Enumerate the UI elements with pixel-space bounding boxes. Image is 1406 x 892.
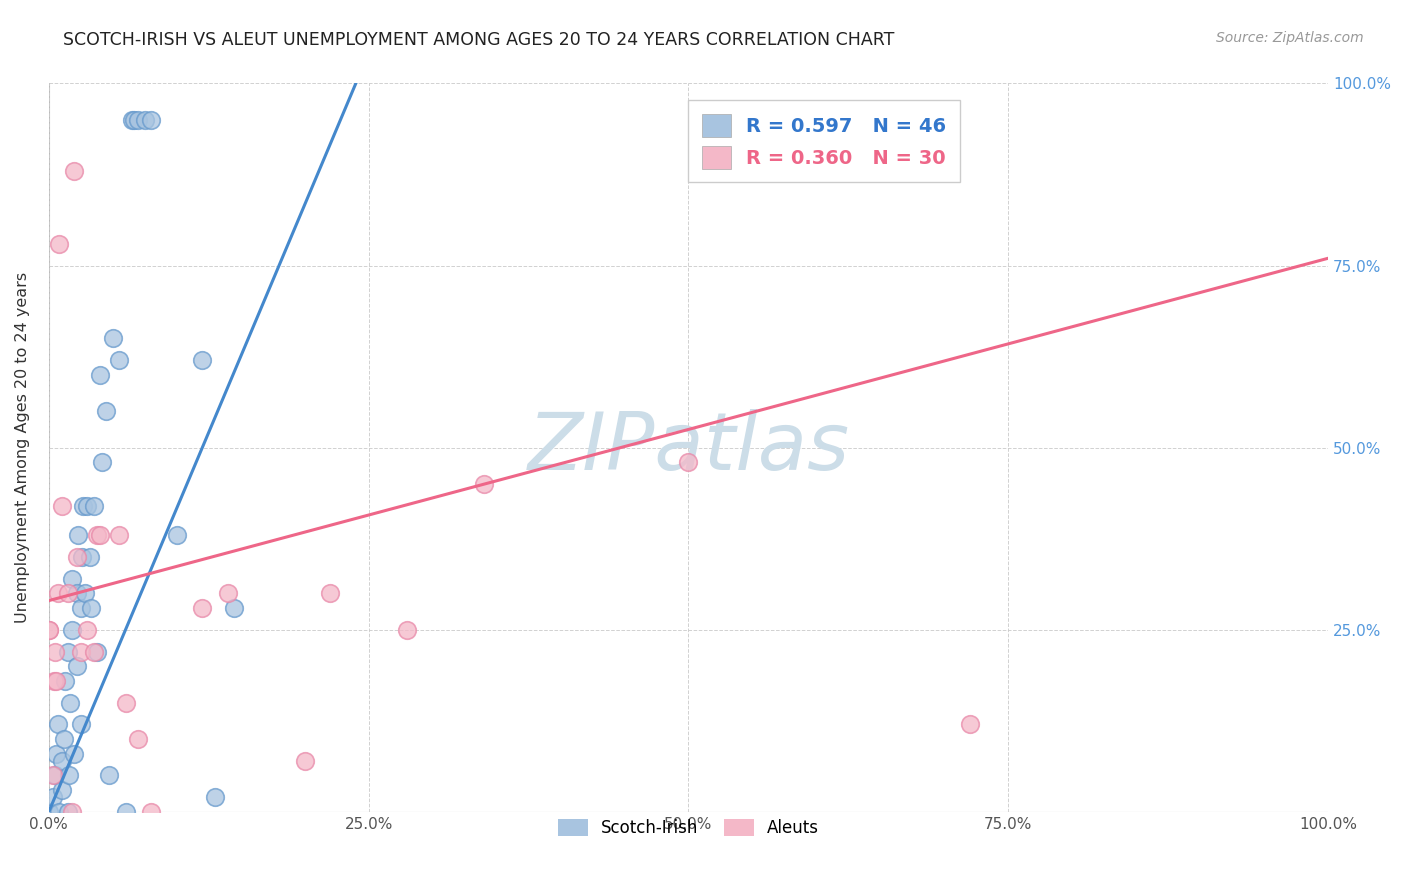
Point (56, 645, 79, 659)
Point (86, 528, 108, 542)
Point (79, 549, 101, 564)
Point (76, 623, 98, 637)
Point (69, 601, 91, 615)
Point (60, 805, 83, 819)
Point (73, 586, 96, 600)
Point (108, 353, 131, 368)
Point (89, 368, 111, 382)
Y-axis label: Unemployment Among Ages 20 to 24 years: Unemployment Among Ages 20 to 24 years (15, 272, 30, 624)
Text: Source: ZipAtlas.com: Source: ZipAtlas.com (1216, 31, 1364, 45)
Point (89, 528, 111, 542)
Point (72, 499, 94, 513)
Point (56, 805, 79, 819)
Point (114, 805, 136, 819)
Point (42, 673, 65, 688)
Point (66, 659, 89, 673)
Point (472, 477, 495, 491)
Point (108, 528, 131, 542)
Point (51, 783, 73, 797)
Point (63, 164, 86, 178)
Point (38, 623, 60, 637)
Text: ZIPatlas: ZIPatlas (527, 409, 849, 487)
Point (51, 499, 73, 513)
Point (127, 112, 149, 127)
Point (134, 112, 156, 127)
Point (127, 732, 149, 747)
Point (45, 673, 67, 688)
Point (191, 353, 214, 368)
Point (294, 754, 316, 768)
Point (51, 754, 73, 768)
Point (139, 112, 162, 127)
Point (224, 601, 246, 615)
Point (80, 601, 103, 615)
Point (41, 768, 63, 782)
Text: SCOTCH-IRISH VS ALEUT UNEMPLOYMENT AMONG AGES 20 TO 24 YEARS CORRELATION CHART: SCOTCH-IRISH VS ALEUT UNEMPLOYMENT AMONG… (63, 31, 894, 49)
Point (44, 645, 66, 659)
Point (101, 331, 124, 345)
Point (69, 645, 91, 659)
Point (58, 768, 80, 782)
Point (45, 747, 67, 761)
Point (83, 499, 105, 513)
Point (96, 404, 118, 418)
Point (139, 805, 162, 819)
Point (59, 696, 82, 710)
Point (204, 790, 226, 805)
Point (55, 673, 77, 688)
Point (46, 586, 69, 600)
Point (63, 747, 86, 761)
Point (91, 455, 114, 469)
Point (114, 696, 136, 710)
Point (678, 455, 700, 469)
Point (70, 549, 93, 564)
Point (66, 549, 89, 564)
Point (86, 645, 108, 659)
Point (60, 572, 83, 586)
Point (46, 717, 69, 731)
Point (83, 645, 105, 659)
Legend: Scotch-Irish, Aleuts: Scotch-Irish, Aleuts (551, 812, 825, 844)
Point (53, 732, 76, 747)
Point (217, 586, 239, 600)
Point (166, 528, 188, 542)
Point (56, 586, 79, 600)
Point (76, 499, 98, 513)
Point (38, 805, 60, 819)
Point (67, 528, 90, 542)
Point (41, 790, 63, 805)
Point (959, 717, 981, 731)
Point (69, 717, 91, 731)
Point (48, 805, 70, 819)
Point (97, 768, 120, 782)
Point (66, 586, 89, 600)
Point (38, 623, 60, 637)
Point (395, 623, 418, 637)
Point (191, 601, 214, 615)
Point (60, 623, 83, 637)
Point (121, 112, 143, 127)
Point (48, 236, 70, 251)
Point (44, 768, 66, 782)
Point (124, 112, 146, 127)
Point (319, 586, 342, 600)
